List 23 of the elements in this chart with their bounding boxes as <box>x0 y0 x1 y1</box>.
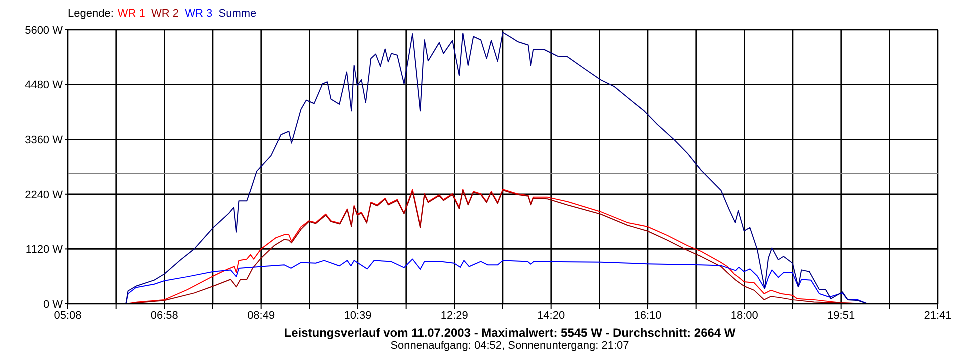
y-tick-label: 1120 W <box>26 244 64 256</box>
x-tick-label: 05:08 <box>54 310 82 322</box>
x-tick-label: 18:00 <box>730 310 758 322</box>
text: Sonnenaufgang: 04:52, Sonnenuntergang: 21:07 <box>390 340 630 352</box>
x-tick-label: 12:29 <box>440 310 468 322</box>
text: Leistungsverlauf vom 11.07.2003 - Maximalwert: 5545 W - Durchschnitt: 2664 W <box>283 326 737 340</box>
x-tick-label: 19:51 <box>828 310 856 322</box>
y-tick-label: 4480 W <box>25 80 64 92</box>
text: WR 2 <box>152 8 180 22</box>
y-tick-label: 5600 W <box>25 24 64 37</box>
x-tick-label: 08:49 <box>248 310 276 322</box>
y-tick-label: 3360 W <box>25 134 64 147</box>
y-tick-label: 0 W <box>43 298 64 311</box>
x-tick-label: 14:20 <box>538 310 566 322</box>
x-tick-label: 10:39 <box>344 310 372 322</box>
text: WR 3 <box>185 8 214 22</box>
text: Summe <box>218 8 257 22</box>
text: WR 1 <box>118 8 146 22</box>
y-tick-label: 2240 W <box>25 189 64 202</box>
x-tick-label: 21:41 <box>924 310 952 322</box>
x-tick-label: 06:58 <box>150 310 178 322</box>
x-tick-label: 16:10 <box>634 310 662 322</box>
legend-title: Legende: <box>68 8 114 22</box>
